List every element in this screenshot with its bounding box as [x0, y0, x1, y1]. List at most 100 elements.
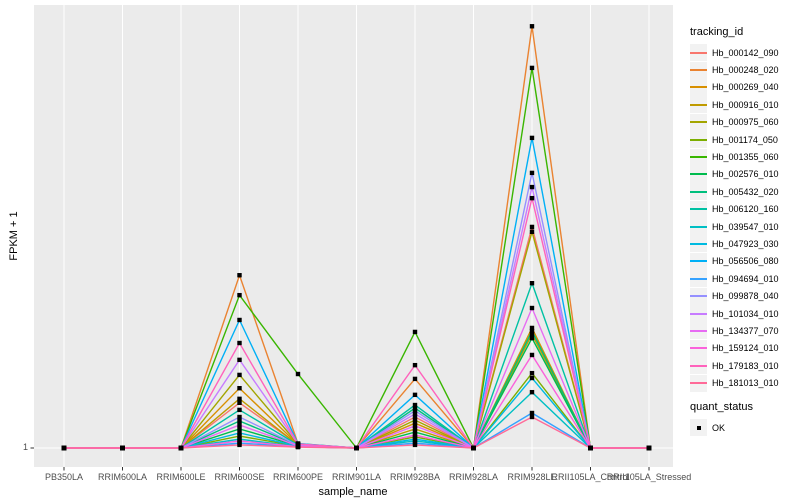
line-swatch-icon: [690, 44, 707, 62]
line-swatch-icon: [690, 96, 707, 114]
legend-entry-label: Hb_101034_010: [712, 308, 779, 319]
data-point: [412, 411, 418, 417]
data-point: [354, 445, 359, 451]
legend-entry-label: Hb_005432_020: [712, 186, 779, 197]
data-point: [529, 325, 535, 331]
data-point: [471, 445, 476, 451]
data-point: [237, 442, 242, 448]
line-swatch-icon: [690, 200, 707, 218]
legend-entry: Hb_039547_010: [690, 218, 798, 236]
data-point: [529, 389, 535, 395]
legend-color-entries: Hb_000142_090 Hb_000248_020 Hb_000269_040 H…: [690, 44, 798, 392]
data-point: [412, 408, 418, 413]
legend-entry: Hb_000975_060: [690, 113, 798, 131]
line-swatch-icon: [690, 357, 707, 375]
data-point: [237, 357, 242, 363]
data-point: [529, 135, 535, 141]
data-point: [412, 329, 418, 335]
data-point: [529, 414, 535, 420]
legend-entry: Hb_056506_080: [690, 252, 798, 270]
line-swatch-icon: [690, 252, 707, 270]
data-point: [237, 400, 242, 406]
data-point: [295, 444, 301, 450]
data-point: [237, 430, 242, 436]
data-point: [237, 422, 242, 428]
square-point-icon: [690, 419, 707, 436]
legend-entry: Hb_001355_060: [690, 148, 798, 166]
line-swatch-icon: [690, 374, 707, 392]
legend-entry: Hb_099878_040: [690, 287, 798, 305]
data-point: [237, 418, 242, 424]
line-swatch-icon: [690, 183, 707, 201]
data-point: [237, 433, 242, 439]
legend-entry-label: Hb_094694_010: [712, 273, 779, 284]
data-point: [529, 375, 535, 381]
legend-entry: Hb_001174_050: [690, 131, 798, 149]
data-point: [529, 335, 535, 341]
data-point: [529, 229, 535, 235]
legend-entry-label: Hb_099878_040: [712, 291, 779, 302]
x-tick-label: RRII105LA_Stressed: [606, 472, 692, 482]
data-point: [529, 281, 535, 286]
legend-entry: Hb_159124_010: [690, 339, 798, 357]
data-point: [529, 65, 535, 71]
legend-entry-label: Hb_181013_010: [712, 378, 779, 389]
legend-entry: Hb_179183_010: [690, 357, 798, 375]
legend-entry: Hb_000142_090: [690, 44, 798, 62]
data-point: [237, 273, 242, 278]
x-tick-label: RRIM600PE: [272, 472, 324, 482]
legend-entry-label: Hb_000916_010: [712, 99, 779, 110]
x-axis-title: sample_name: [318, 486, 388, 498]
data-point: [646, 445, 652, 451]
data-point: [237, 396, 242, 402]
x-tick-label: RRIM600LE: [156, 472, 206, 482]
line-swatch-icon: [690, 322, 707, 340]
data-point: [61, 445, 67, 451]
data-point: [588, 445, 593, 451]
data-point: [529, 305, 535, 311]
data-point: [237, 372, 242, 378]
data-point: [412, 414, 418, 420]
legend-entry-label: Hb_039547_010: [712, 221, 779, 232]
x-tick-label: RRIM901LA: [331, 472, 382, 482]
legend-entry: Hb_094694_010: [690, 270, 798, 288]
line-swatch-icon: [690, 78, 707, 96]
legend-entry-label: Hb_134377_070: [712, 325, 779, 336]
data-point: [412, 376, 418, 382]
legend-entry: Hb_000916_010: [690, 96, 798, 114]
data-point: [529, 331, 535, 337]
data-point: [237, 340, 242, 346]
data-point: [412, 429, 418, 435]
y-tick-label: 1: [22, 442, 28, 452]
line-swatch-icon: [690, 270, 707, 288]
data-point: [529, 170, 535, 176]
data-point: [412, 423, 418, 429]
legend-entry-label: Hb_001355_060: [712, 152, 779, 163]
data-point: [529, 24, 535, 29]
data-point: [120, 445, 125, 451]
x-tick-label: RRIM600LA: [97, 472, 148, 482]
data-point: [529, 370, 535, 376]
data-point: [237, 426, 242, 432]
data-point: [295, 441, 301, 447]
data-point: [178, 445, 184, 451]
data-point: [412, 432, 418, 438]
legend-entry-label: Hb_002576_010: [712, 169, 779, 180]
legend-entry: Hb_000248_020: [690, 61, 798, 79]
data-point: [237, 438, 242, 444]
x-tick-label: RRIM600SE: [214, 472, 265, 482]
y-axis-title: FPKM + 1: [8, 211, 20, 261]
data-point: [529, 328, 535, 334]
legend-entry: Hb_002576_010: [690, 165, 798, 183]
data-point: [412, 402, 418, 408]
data-point: [529, 195, 535, 201]
legend-color-title: tracking_id: [690, 26, 744, 38]
legend-entry: Hb_047923_030: [690, 235, 798, 253]
legend-entry-label: OK: [712, 422, 726, 433]
legend-entry-label: Hb_001174_050: [712, 134, 778, 145]
data-point: [412, 405, 418, 411]
data-point: [412, 420, 418, 426]
data-point: [237, 385, 242, 391]
data-point: [529, 352, 535, 358]
